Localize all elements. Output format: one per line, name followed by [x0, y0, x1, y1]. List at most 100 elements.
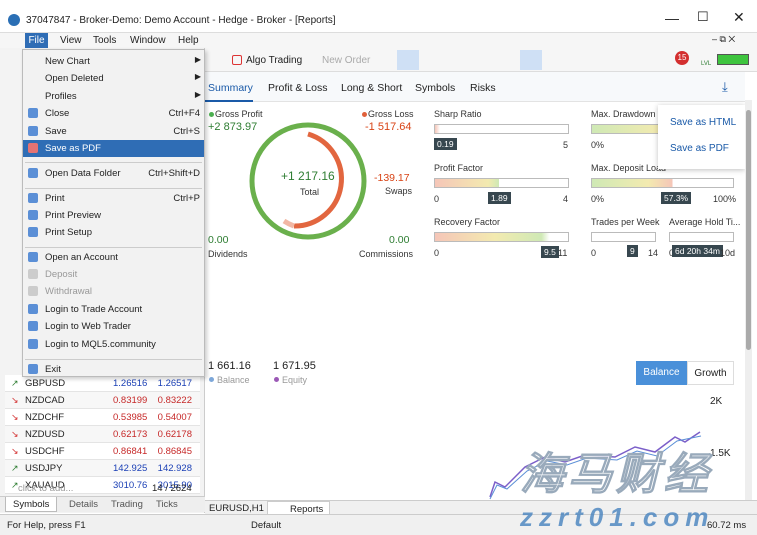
scrollbar[interactable]	[745, 100, 752, 500]
symbol-row[interactable]: ↗ USDJPY 142.925 142.928	[5, 460, 200, 477]
menu-icon	[28, 364, 38, 374]
menu-view[interactable]: View	[60, 35, 82, 46]
symbol-row[interactable]: ↗ XAUAUD 3010.76 3015.90	[5, 477, 200, 494]
ask: 142.928	[157, 463, 192, 474]
minimize[interactable]: —	[665, 10, 679, 26]
notification-badge[interactable]: 15	[675, 51, 689, 65]
menu-icon	[28, 168, 38, 178]
download-button[interactable]: ⤓	[722, 79, 728, 94]
dot	[274, 377, 279, 382]
metric-value: 6d 20h 34m	[672, 245, 723, 257]
shortcut: Ctrl+P	[173, 193, 200, 204]
metric-bar	[434, 232, 569, 242]
export-html[interactable]: Save as HTML	[670, 117, 737, 128]
menu-file[interactable]: File	[25, 33, 48, 48]
scroll-thumb[interactable]	[746, 110, 751, 350]
menu-item[interactable]: Exit	[45, 364, 61, 375]
separator	[25, 162, 202, 163]
ask: 3015.90	[157, 480, 192, 491]
chart-tab[interactable]: Reports	[267, 501, 331, 515]
menu-item[interactable]: Open Deleted	[45, 73, 104, 84]
symbol-row[interactable]: ↘ NZDCHF 0.53985 0.54007	[5, 409, 200, 426]
shortcut: Ctrl+Shift+D	[148, 168, 200, 179]
metric-value: 9.5	[541, 246, 559, 258]
export-menu: Save as HTML Save as PDF	[658, 105, 745, 169]
menu-item[interactable]: Close	[45, 108, 70, 119]
panel-tab[interactable]: Trading	[111, 499, 143, 510]
menu-item[interactable]: Login to Trade Account	[45, 304, 143, 315]
balance-button[interactable]: Balance	[636, 361, 687, 385]
menu-item[interactable]: Save	[45, 126, 67, 137]
metric-label: Recovery Factor	[434, 217, 501, 227]
symbol-row[interactable]: ↘ NZDCAD 0.83199 0.83222	[5, 392, 200, 409]
export-pdf[interactable]: Save as PDF	[670, 143, 729, 154]
symbol-row[interactable]: ↗ GBPUSD 1.26516 1.26517	[5, 375, 200, 392]
maximize[interactable]: ☐	[697, 9, 709, 24]
symbol-row[interactable]: ↘ USDCHF 0.86841 0.86845	[5, 443, 200, 460]
tab-underline	[205, 100, 253, 102]
menu-item[interactable]: Login to Web Trader	[45, 321, 131, 332]
tab[interactable]: Summary	[208, 82, 253, 94]
menu-item[interactable]: Save as PDF	[45, 143, 101, 154]
balance-label: Balance	[217, 375, 250, 385]
window-controls[interactable]: – ⧉ ✕	[712, 34, 736, 44]
total-ring	[249, 122, 367, 240]
gross-profit: +2 873.97	[208, 121, 258, 133]
new-order-button[interactable]: New Order	[322, 55, 371, 66]
tab[interactable]: Symbols	[415, 82, 456, 94]
tool-active[interactable]	[520, 50, 542, 70]
tool-active[interactable]	[397, 50, 419, 70]
menu-icon	[28, 108, 38, 118]
close[interactable]: ✕	[733, 9, 745, 25]
menu-window[interactable]: Window	[130, 35, 166, 46]
menu-item[interactable]: Withdrawal	[45, 286, 92, 297]
algo-trading-button[interactable]: Algo Trading	[246, 55, 303, 66]
total-label: Total	[300, 187, 320, 197]
separator	[25, 188, 202, 189]
balance-curve	[489, 431, 702, 500]
market-watch-tabs: Symbols Details Trading Ticks	[0, 496, 205, 512]
menu-item[interactable]: Print Setup	[45, 227, 92, 238]
menu-item[interactable]: Print	[45, 193, 65, 204]
metric-bar	[591, 178, 734, 188]
status-help: For Help, press F1	[7, 520, 86, 531]
metric-bar	[591, 232, 656, 242]
status-bar: For Help, press F1 Default 60.72 ms	[0, 514, 757, 535]
menu-help[interactable]: Help	[178, 35, 199, 46]
add-symbol[interactable]: click to add...	[18, 483, 74, 494]
tab[interactable]: Risks	[470, 82, 496, 94]
ask: 1.26517	[157, 378, 192, 389]
growth-button[interactable]: Growth	[687, 361, 734, 385]
submenu-arrow: ▶	[194, 72, 201, 81]
symbol-row[interactable]: ↘ NZDUSD 0.62173 0.62178	[5, 426, 200, 443]
panel-tab[interactable]: Details	[69, 499, 99, 510]
tab[interactable]: Long & Short	[341, 82, 403, 94]
chart-tab[interactable]: EURUSD,H1	[209, 503, 264, 514]
menu-item[interactable]: Profiles	[45, 91, 77, 102]
menu-icon	[28, 321, 38, 331]
total-value: +1 217.16	[281, 169, 335, 183]
menu-item[interactable]: Login to MQL5.community	[45, 339, 156, 350]
menu-item[interactable]: Deposit	[45, 269, 78, 280]
commissions-value: 0.00	[389, 234, 410, 246]
shortcut: Ctrl+S	[173, 126, 200, 137]
metric-max: 100%	[713, 194, 737, 204]
metric-label: Max. Deposit Load	[591, 163, 667, 173]
level: LVL	[701, 61, 712, 67]
menu-item[interactable]: Open an Account	[45, 252, 118, 263]
menu-tools[interactable]: Tools	[93, 35, 117, 46]
menu-icon	[28, 269, 38, 279]
menu-item[interactable]: Open Data Folder	[45, 168, 121, 179]
panel-tab[interactable]: Symbols	[5, 497, 58, 512]
menu-item[interactable]: New Chart	[45, 56, 90, 67]
panel-tab[interactable]: Ticks	[156, 499, 178, 510]
tab[interactable]: Profit & Loss	[268, 82, 328, 94]
metric-min: 0	[434, 194, 440, 204]
menu-item[interactable]: Print Preview	[45, 210, 101, 221]
metric-max: 14	[648, 248, 659, 258]
metric-label: Profit Factor	[434, 163, 484, 173]
algo-icon	[232, 55, 242, 65]
metric-label: Sharp Ratio	[434, 109, 482, 119]
symbol: GBPUSD	[25, 378, 66, 389]
metric-value: 57.3%	[661, 192, 692, 204]
